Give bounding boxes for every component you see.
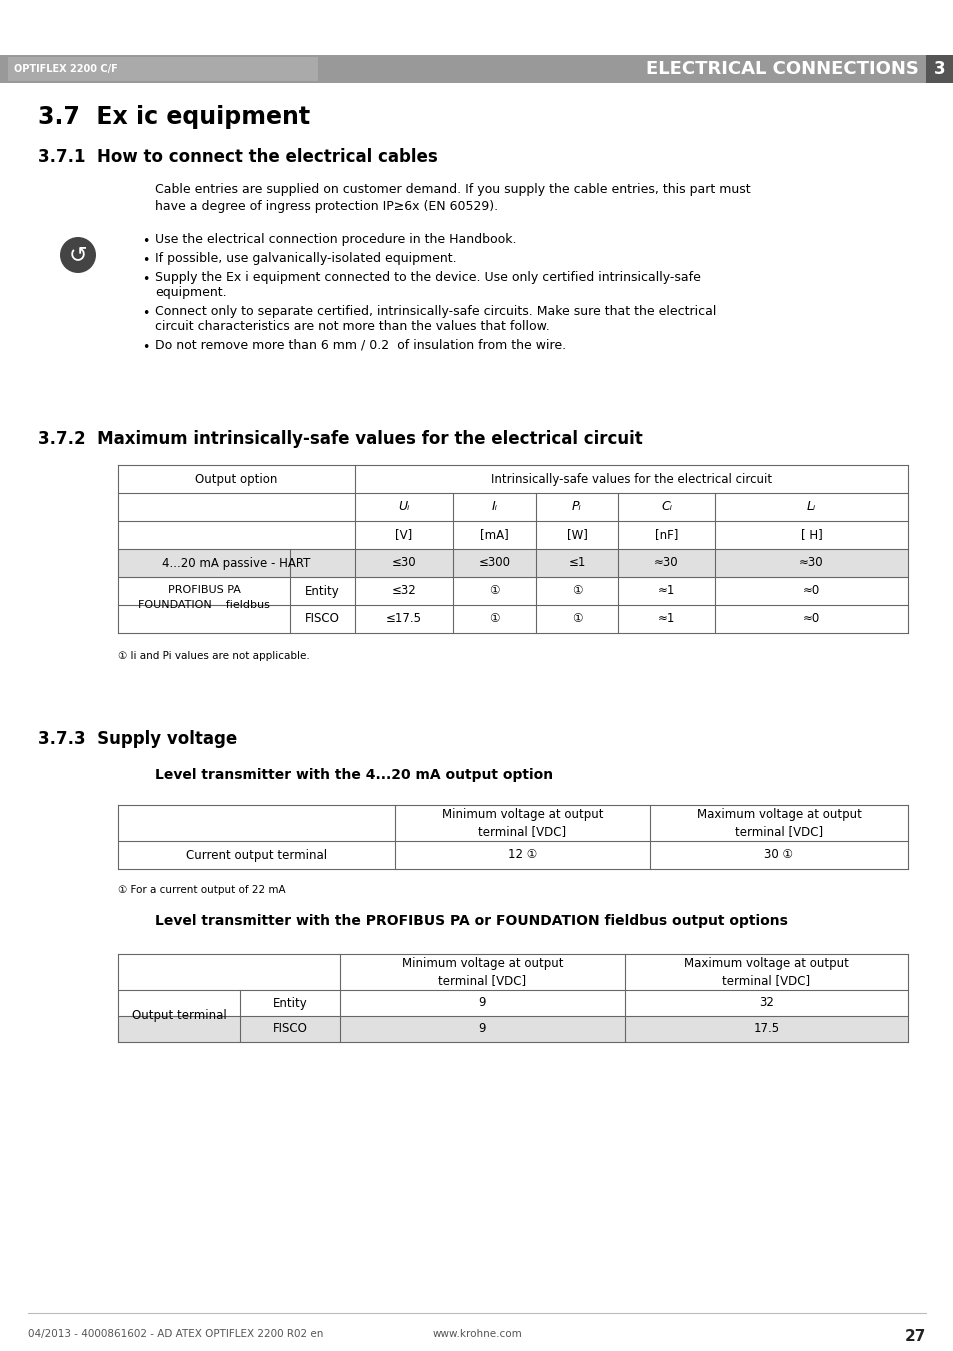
Text: •: •	[142, 235, 150, 249]
Text: [W]: [W]	[566, 528, 587, 542]
Text: Pᵢ: Pᵢ	[572, 500, 581, 513]
Text: PROFIBUS PA: PROFIBUS PA	[168, 585, 240, 594]
Text: 12 ①: 12 ①	[507, 848, 537, 862]
Text: ≤1: ≤1	[568, 557, 585, 570]
Text: ≤17.5: ≤17.5	[386, 612, 421, 626]
Text: Current output terminal: Current output terminal	[186, 848, 327, 862]
Text: [nF]: [nF]	[654, 528, 678, 542]
Text: ≈0: ≈0	[802, 585, 820, 597]
Text: ① Ii and Pi values are not applicable.: ① Ii and Pi values are not applicable.	[118, 651, 310, 661]
Text: 04/2013 - 4000861602 - AD ATEX OPTIFLEX 2200 R02 en: 04/2013 - 4000861602 - AD ATEX OPTIFLEX …	[28, 1329, 323, 1339]
Text: 27: 27	[903, 1329, 925, 1344]
Text: ↺: ↺	[69, 245, 88, 265]
Text: circuit characteristics are not more than the values that follow.: circuit characteristics are not more tha…	[154, 320, 549, 332]
Text: FISCO: FISCO	[273, 1023, 307, 1035]
Text: ≤300: ≤300	[478, 557, 510, 570]
Text: 3.7.3  Supply voltage: 3.7.3 Supply voltage	[38, 730, 237, 748]
Text: ①: ①	[489, 612, 499, 626]
Text: Iᵢ: Iᵢ	[491, 500, 497, 513]
Text: FISCO: FISCO	[305, 612, 339, 626]
Text: •: •	[142, 307, 150, 320]
Text: Entity: Entity	[305, 585, 339, 597]
Text: Minimum voltage at output
terminal [VDC]: Minimum voltage at output terminal [VDC]	[441, 808, 602, 838]
Text: ①: ①	[571, 585, 581, 597]
Text: FOUNDATION    fieldbus: FOUNDATION fieldbus	[138, 600, 270, 611]
Text: Minimum voltage at output
terminal [VDC]: Minimum voltage at output terminal [VDC]	[401, 957, 562, 988]
Text: 32: 32	[759, 997, 773, 1009]
Text: [mA]: [mA]	[479, 528, 508, 542]
Bar	[0, 55, 953, 82]
Text: •: •	[142, 340, 150, 354]
Text: Maximum voltage at output
terminal [VDC]: Maximum voltage at output terminal [VDC]	[683, 957, 848, 988]
Text: Intrinsically-safe values for the electrical circuit: Intrinsically-safe values for the electr…	[491, 473, 771, 485]
Text: ≈0: ≈0	[802, 612, 820, 626]
Text: 9: 9	[478, 1023, 486, 1035]
Text: ①: ①	[571, 612, 581, 626]
Text: Supply the Ex i equipment connected to the device. Use only certified intrinsica: Supply the Ex i equipment connected to t…	[154, 272, 700, 284]
Text: OPTIFLEX 2200 C/F: OPTIFLEX 2200 C/F	[14, 63, 117, 74]
Bar	[925, 55, 953, 82]
Bar	[118, 549, 907, 577]
Text: ELECTRICAL CONNECTIONS: ELECTRICAL CONNECTIONS	[645, 59, 918, 78]
Text: Uᵢ: Uᵢ	[398, 500, 409, 513]
Circle shape	[60, 236, 96, 273]
Text: 3: 3	[933, 59, 944, 78]
Text: have a degree of ingress protection IP≥6x (EN 60529).: have a degree of ingress protection IP≥6…	[154, 200, 497, 213]
Text: •: •	[142, 273, 150, 286]
Text: 17.5: 17.5	[753, 1023, 779, 1035]
Text: [ H]: [ H]	[800, 528, 821, 542]
Text: [V]: [V]	[395, 528, 413, 542]
Text: Maximum voltage at output
terminal [VDC]: Maximum voltage at output terminal [VDC]	[696, 808, 861, 838]
Text: ≈30: ≈30	[654, 557, 679, 570]
Text: Level transmitter with the 4...20 mA output option: Level transmitter with the 4...20 mA out…	[154, 767, 553, 782]
Text: Output terminal: Output terminal	[132, 1009, 226, 1023]
Text: •: •	[142, 254, 150, 267]
Text: Use the electrical connection procedure in the Handbook.: Use the electrical connection procedure …	[154, 232, 516, 246]
Text: Output option: Output option	[195, 473, 277, 485]
Text: ≈30: ≈30	[799, 557, 823, 570]
Text: Entity: Entity	[273, 997, 307, 1009]
Text: Cable entries are supplied on customer demand. If you supply the cable entries, : Cable entries are supplied on customer d…	[154, 182, 750, 196]
Text: Connect only to separate certified, intrinsically-safe circuits. Make sure that : Connect only to separate certified, intr…	[154, 305, 716, 317]
Text: Level transmitter with the PROFIBUS PA or FOUNDATION fieldbus output options: Level transmitter with the PROFIBUS PA o…	[154, 915, 787, 928]
Text: 3.7.2  Maximum intrinsically-safe values for the electrical circuit: 3.7.2 Maximum intrinsically-safe values …	[38, 430, 642, 449]
Text: 3.7  Ex ic equipment: 3.7 Ex ic equipment	[38, 105, 310, 128]
Text: www.krohne.com: www.krohne.com	[432, 1329, 521, 1339]
Text: 4...20 mA passive - HART: 4...20 mA passive - HART	[162, 557, 311, 570]
Text: 30 ①: 30 ①	[763, 848, 793, 862]
Text: Cᵢ: Cᵢ	[660, 500, 671, 513]
Bar	[8, 57, 317, 81]
Text: equipment.: equipment.	[154, 286, 227, 299]
Text: If possible, use galvanically-isolated equipment.: If possible, use galvanically-isolated e…	[154, 253, 456, 265]
Text: 3.7.1  How to connect the electrical cables: 3.7.1 How to connect the electrical cabl…	[38, 149, 437, 166]
Bar	[118, 1016, 907, 1042]
Text: Lᵢ: Lᵢ	[806, 500, 815, 513]
Text: Do not remove more than 6 mm / 0.2  of insulation from the wire.: Do not remove more than 6 mm / 0.2 of in…	[154, 339, 565, 353]
Text: ≈1: ≈1	[658, 612, 675, 626]
Text: ①: ①	[489, 585, 499, 597]
Text: ≈1: ≈1	[658, 585, 675, 597]
Text: ≤32: ≤32	[392, 585, 416, 597]
Text: ≤30: ≤30	[392, 557, 416, 570]
Text: 9: 9	[478, 997, 486, 1009]
Text: ① For a current output of 22 mA: ① For a current output of 22 mA	[118, 885, 285, 894]
